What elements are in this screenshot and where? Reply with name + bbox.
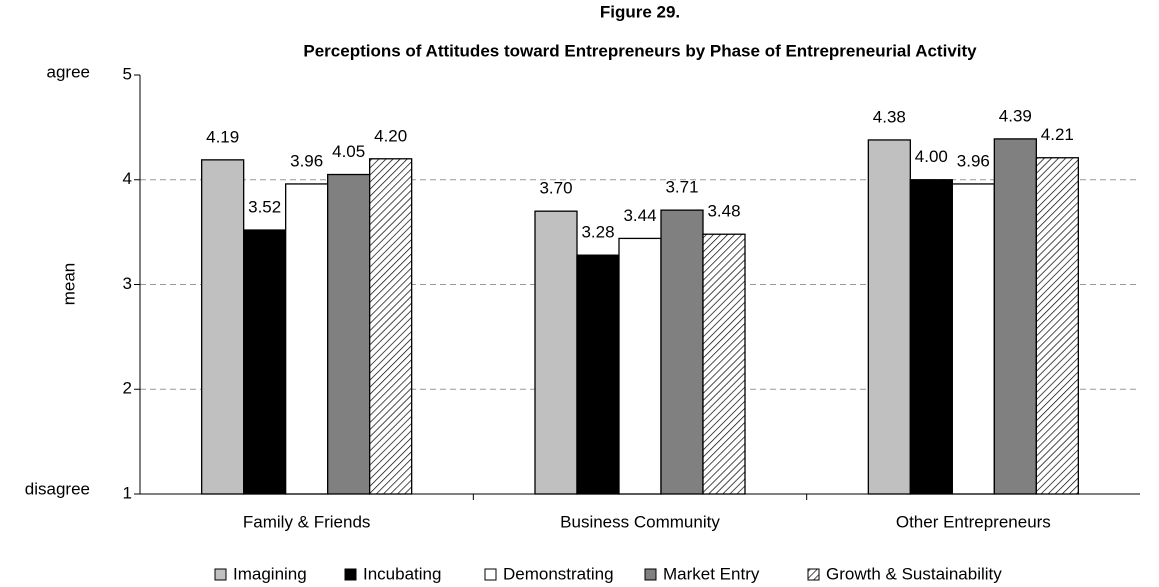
bar bbox=[576, 254, 620, 495]
bar bbox=[201, 159, 245, 495]
x-tick-label: Family & Friends bbox=[243, 512, 371, 531]
value-label: 3.96 bbox=[290, 151, 323, 170]
value-label: 4.05 bbox=[332, 142, 365, 161]
y-tick-label: 2 bbox=[123, 379, 132, 398]
bar bbox=[909, 179, 953, 495]
bar bbox=[285, 183, 329, 495]
bar bbox=[534, 210, 578, 495]
legend-swatch bbox=[644, 568, 657, 581]
value-label: 3.44 bbox=[623, 206, 656, 225]
bar bbox=[1035, 157, 1079, 495]
value-label: 4.39 bbox=[999, 106, 1032, 125]
x-tick-label: Other Entrepreneurs bbox=[896, 512, 1051, 531]
value-label: 3.71 bbox=[665, 178, 698, 197]
bar bbox=[618, 237, 662, 495]
chart-title: Figure 29. bbox=[600, 2, 680, 21]
value-label: 3.28 bbox=[581, 223, 614, 242]
y-axis-label: mean bbox=[59, 263, 78, 306]
legend-label: Imagining bbox=[233, 564, 307, 583]
bar bbox=[369, 158, 413, 495]
x-tick-label: Business Community bbox=[560, 512, 720, 531]
legend-swatch bbox=[214, 568, 227, 581]
legend-label: Market Entry bbox=[663, 564, 760, 583]
legend-swatch bbox=[484, 568, 497, 581]
legend-swatch bbox=[344, 568, 357, 581]
bar bbox=[951, 183, 995, 495]
value-label: 3.70 bbox=[539, 179, 572, 198]
bar bbox=[702, 233, 746, 495]
bar bbox=[867, 139, 911, 495]
bar bbox=[243, 229, 287, 495]
value-label: 3.48 bbox=[707, 202, 740, 221]
value-label: 4.38 bbox=[873, 107, 906, 126]
legend-label: Growth & Sustainability bbox=[826, 564, 1002, 583]
bar bbox=[327, 173, 371, 495]
value-label: 4.00 bbox=[915, 147, 948, 166]
value-label: 4.21 bbox=[1041, 125, 1074, 144]
bar bbox=[993, 138, 1037, 495]
y-tick-label: 4 bbox=[123, 169, 132, 188]
bar bbox=[660, 209, 704, 495]
y-tick-label: 5 bbox=[123, 64, 132, 83]
value-label: 4.19 bbox=[206, 127, 239, 146]
legend-swatch bbox=[807, 568, 820, 581]
y-tick-label: 1 bbox=[123, 483, 132, 502]
legend-label: Incubating bbox=[363, 564, 441, 583]
value-label: 4.20 bbox=[374, 126, 407, 145]
legend-label: Demonstrating bbox=[503, 564, 614, 583]
y-min-label: disagree bbox=[25, 479, 90, 498]
value-label: 3.52 bbox=[248, 198, 281, 217]
y-tick-label: 3 bbox=[123, 274, 132, 293]
value-label: 3.96 bbox=[957, 151, 990, 170]
y-max-label: agree bbox=[47, 62, 90, 81]
chart-subtitle: Perceptions of Attitudes toward Entrepre… bbox=[303, 41, 977, 60]
